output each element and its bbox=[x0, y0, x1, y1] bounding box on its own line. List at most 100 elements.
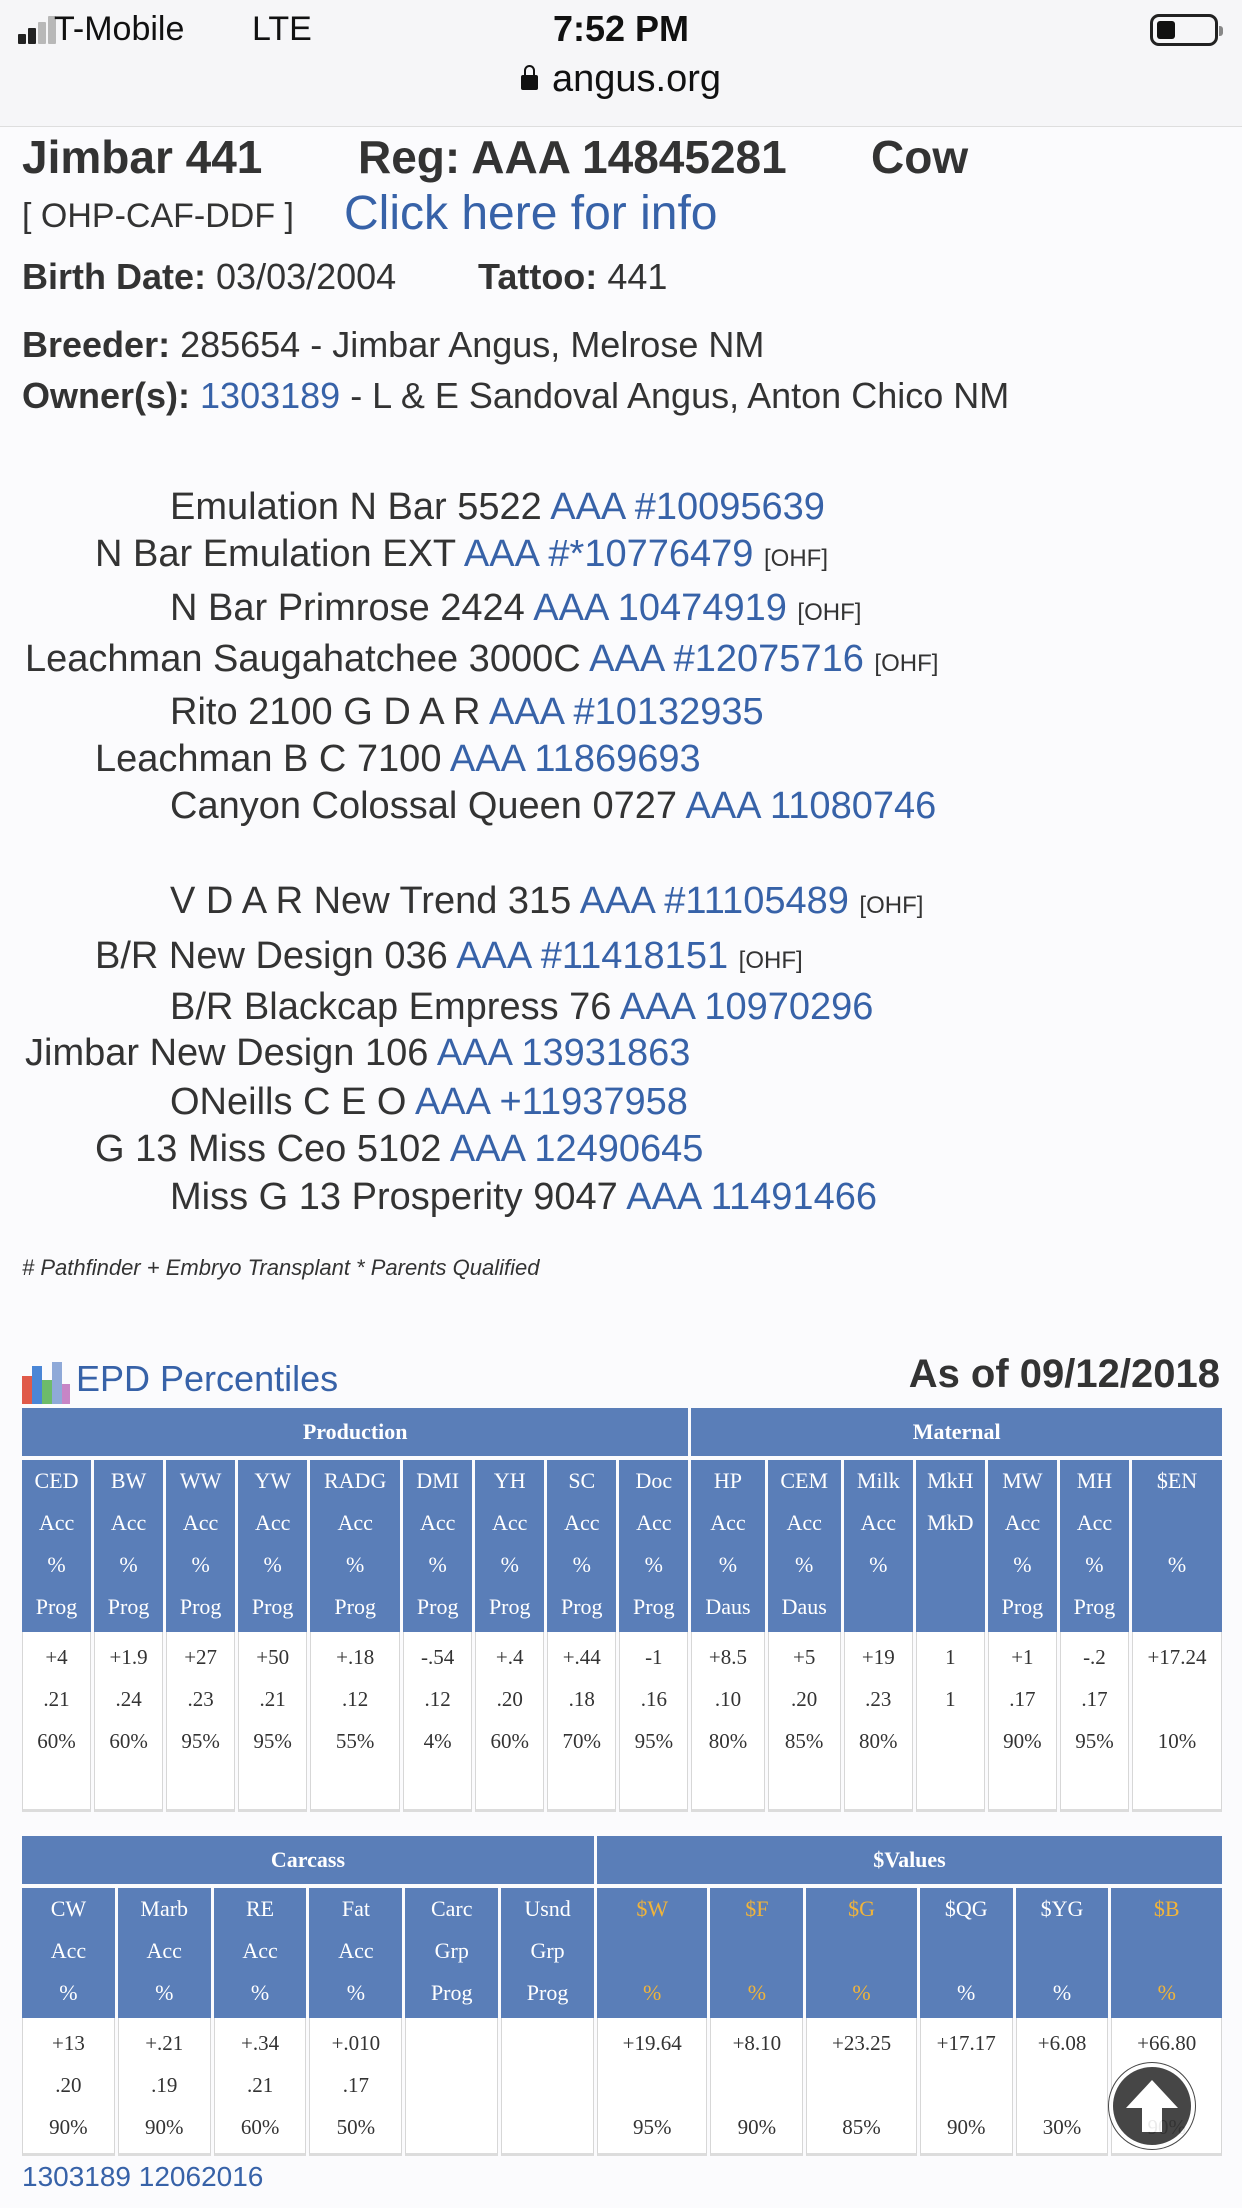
pedigree-reg-link[interactable]: AAA #12075716 bbox=[589, 638, 864, 680]
epd-value: 95% bbox=[181, 1729, 220, 1753]
pedigree-row: N Bar Emulation EXT AAA #*10776479 [OHF] bbox=[95, 533, 828, 576]
epd-percentiles-link[interactable]: EPD Percentiles bbox=[76, 1358, 339, 1399]
battery-icon bbox=[1150, 14, 1223, 46]
epd-column-header: Doc Acc% Prog bbox=[619, 1460, 689, 1632]
epd-column-header: YH Acc% Prog bbox=[475, 1460, 545, 1632]
group-maternal: Maternal bbox=[691, 1408, 1222, 1460]
header-line: % bbox=[346, 1552, 365, 1577]
header-line: Acc bbox=[50, 1938, 87, 1963]
header-line: Daus bbox=[781, 1594, 827, 1619]
epd-value: .12 bbox=[424, 1687, 451, 1711]
pedigree-row: Leachman Saugahatchee 3000C AAA #1207571… bbox=[25, 638, 938, 681]
epd-value: 90% bbox=[144, 2115, 184, 2139]
header-line: % bbox=[500, 1552, 519, 1577]
pedigree-reg-link[interactable]: AAA #10132935 bbox=[488, 691, 764, 733]
header-line: % bbox=[795, 1552, 814, 1577]
ohf-tag: [OHF] bbox=[797, 599, 862, 626]
epd-column-header: SC Acc% Prog bbox=[547, 1460, 617, 1632]
epd-column-header: YW Acc% Prog bbox=[238, 1460, 308, 1632]
info-link[interactable]: Click here for info bbox=[344, 187, 718, 240]
pedigree-reg-link[interactable]: AAA 12490645 bbox=[449, 1128, 704, 1170]
header-line: Prog bbox=[1073, 1594, 1116, 1619]
epd-value-cell: -.54 .12 4% bbox=[403, 1632, 473, 1812]
pedigree-row: B/R New Design 036 AAA #11418151 [OHF] bbox=[95, 935, 803, 978]
epd-value: 50% bbox=[336, 2115, 376, 2139]
bar-chart-icon bbox=[22, 1362, 70, 1404]
group-production: Production bbox=[22, 1408, 689, 1460]
pedigree-reg-link[interactable]: AAA 11491466 bbox=[626, 1176, 877, 1218]
pedigree-reg-link[interactable]: AAA 10474919 bbox=[533, 587, 787, 629]
epd-column-header: WW Acc% Prog bbox=[166, 1460, 236, 1632]
header-line: Acc bbox=[492, 1510, 528, 1535]
pedigree-reg-link[interactable]: AAA #10095639 bbox=[550, 486, 825, 528]
pedigree-reg-link[interactable]: AAA 11869693 bbox=[449, 738, 701, 780]
epd-column-header: $QG % bbox=[919, 1888, 1013, 2018]
header-line: % bbox=[346, 1980, 366, 2005]
epd-value-cell: +8.5 .10 80% bbox=[691, 1632, 765, 1812]
pedigree-reg-link[interactable]: AAA #11418151 bbox=[456, 935, 729, 977]
birth-date-value: 03/03/2004 bbox=[216, 256, 397, 297]
header-line: Acc bbox=[337, 1510, 373, 1535]
header-line: HP bbox=[713, 1468, 743, 1493]
header-line: $YG bbox=[1040, 1896, 1084, 1921]
epd-value: 90% bbox=[1003, 1729, 1042, 1753]
group-dollar-values: $Values bbox=[596, 1836, 1222, 1888]
header-line bbox=[916, 1544, 985, 1586]
header-line: SC bbox=[568, 1468, 596, 1493]
epd-value: -1 bbox=[645, 1645, 663, 1669]
epd-column-header: $W % bbox=[596, 1888, 708, 2018]
epd-value-cell: +19.64 95% bbox=[596, 2018, 708, 2156]
pedigree-animal-name: Emulation N Bar 5522 bbox=[170, 486, 542, 528]
epd-column-header: Usnd Grp Prog bbox=[501, 1888, 594, 2018]
pedigree-animal-name: Jimbar New Design 106 bbox=[25, 1032, 429, 1074]
header-line bbox=[1132, 1502, 1222, 1544]
owner-id-link[interactable]: 1303189 bbox=[200, 375, 341, 416]
tattoo-row: Tattoo: 441 bbox=[478, 256, 667, 298]
epd-value: 80% bbox=[859, 1729, 898, 1753]
epd-value: +19 bbox=[861, 1645, 895, 1669]
header-line bbox=[1111, 1930, 1222, 1972]
header-line: Grp bbox=[434, 1938, 469, 1963]
birth-date-label: Birth Date: bbox=[22, 256, 207, 297]
header-line: Prog bbox=[179, 1594, 222, 1619]
epd-value: +19.64 bbox=[622, 2031, 682, 2055]
owner-name: - L & E Sandoval Angus, Anton Chico NM bbox=[340, 375, 1010, 416]
header-line: MW bbox=[1002, 1468, 1043, 1493]
scroll-to-top-button[interactable] bbox=[1108, 2062, 1196, 2150]
pedigree-reg-link[interactable]: AAA 11080746 bbox=[685, 785, 937, 827]
header-line bbox=[916, 1586, 985, 1628]
breeder-row: Breeder: 285654 - Jimbar Angus, Melrose … bbox=[22, 324, 764, 366]
header-line: % bbox=[47, 1552, 66, 1577]
epd-value bbox=[1134, 1678, 1220, 1720]
pedigree-reg-link[interactable]: AAA 10970296 bbox=[619, 986, 874, 1028]
genetic-tags: [ OHP-CAF-DDF ] bbox=[22, 197, 294, 235]
epd-value: -.54 bbox=[421, 1645, 455, 1669]
header-line bbox=[844, 1586, 913, 1628]
address-bar[interactable]: angus.org bbox=[0, 58, 1242, 101]
header-line: % bbox=[1052, 1980, 1072, 2005]
epd-value-cell: +.21 .19 90% bbox=[117, 2018, 211, 2156]
epd-column-header: CED Acc% Prog bbox=[22, 1460, 92, 1632]
epd-value bbox=[599, 2064, 706, 2106]
epd-value: .12 bbox=[342, 1687, 369, 1711]
breeder-label: Breeder: bbox=[22, 324, 171, 365]
owner-reg-link[interactable]: 1303189 12062016 bbox=[22, 2161, 264, 2192]
header-line: $F bbox=[745, 1896, 769, 1921]
header-line: YH bbox=[493, 1468, 526, 1493]
pedigree-reg-link[interactable]: AAA 13931863 bbox=[436, 1032, 691, 1074]
epd-column-header: MkH MkD bbox=[915, 1460, 985, 1632]
pedigree-reg-link[interactable]: AAA #*10776479 bbox=[463, 533, 754, 575]
ohf-tag: [OHF] bbox=[763, 545, 828, 572]
header-line: Doc bbox=[635, 1468, 673, 1493]
header-line: WW bbox=[179, 1468, 222, 1493]
epd-column-header: BW Acc% Prog bbox=[94, 1460, 164, 1632]
epd-value: +23.25 bbox=[832, 2031, 892, 2055]
owner-label: Owner(s): bbox=[22, 375, 191, 416]
pedigree-animal-name: Canyon Colossal Queen 0727 bbox=[170, 785, 678, 827]
header-line: CEM bbox=[780, 1468, 829, 1493]
header-line: Milk bbox=[856, 1468, 900, 1493]
pedigree-reg-link[interactable]: AAA #11105489 bbox=[579, 880, 849, 922]
pedigree-reg-link[interactable]: AAA +11937958 bbox=[414, 1081, 688, 1123]
epd-value: 90% bbox=[946, 2115, 986, 2139]
epd-value-cell: +17.17 90% bbox=[919, 2018, 1013, 2156]
